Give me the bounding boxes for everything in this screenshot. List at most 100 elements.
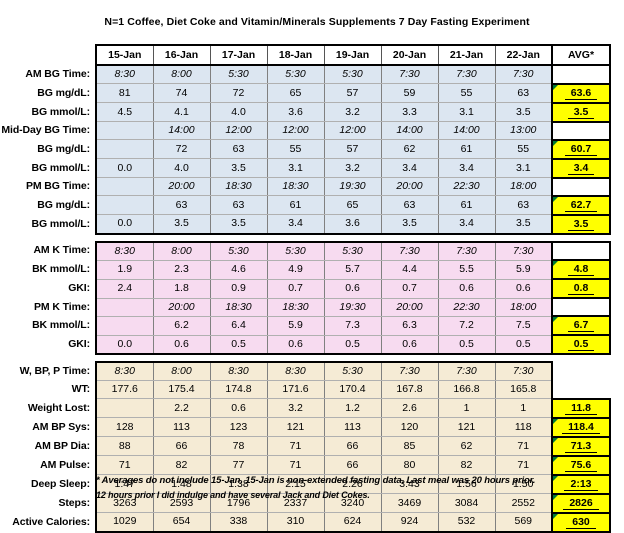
data-cell[interactable]: 71: [494, 455, 553, 475]
data-cell[interactable]: 63: [209, 195, 268, 215]
data-cell[interactable]: 170.4: [323, 380, 382, 399]
data-cell[interactable]: 0.6: [437, 278, 496, 299]
data-cell[interactable]: 78: [209, 436, 268, 456]
data-cell[interactable]: [95, 177, 154, 196]
avg-cell[interactable]: 0.5: [551, 334, 611, 355]
data-cell[interactable]: 166.8: [437, 380, 496, 399]
data-cell[interactable]: 0.6: [323, 278, 382, 299]
data-cell[interactable]: 71: [95, 455, 154, 475]
data-cell[interactable]: 63: [494, 195, 553, 215]
data-cell[interactable]: 19:30: [323, 297, 382, 317]
data-cell[interactable]: 4.1: [152, 102, 211, 122]
data-cell[interactable]: 7.3: [323, 315, 382, 336]
data-cell[interactable]: 13:00: [494, 121, 553, 140]
data-cell[interactable]: 2.6: [380, 398, 439, 418]
data-cell[interactable]: 0.5: [323, 334, 382, 355]
data-cell[interactable]: 175.4: [152, 380, 211, 399]
data-cell[interactable]: 7:30: [380, 64, 439, 84]
avg-cell[interactable]: 2:13: [551, 473, 611, 495]
data-cell[interactable]: 7:30: [494, 361, 553, 381]
data-cell[interactable]: 654: [152, 512, 211, 533]
data-cell[interactable]: [95, 398, 154, 418]
data-cell[interactable]: 57: [323, 83, 382, 103]
data-cell[interactable]: 4.6: [209, 259, 268, 280]
data-cell[interactable]: 3.4: [380, 158, 439, 178]
data-cell[interactable]: 3.3: [380, 102, 439, 122]
data-cell[interactable]: 5:30: [323, 361, 382, 381]
data-cell[interactable]: 5:30: [323, 240, 382, 261]
data-cell[interactable]: 120: [380, 417, 439, 437]
data-cell[interactable]: 81: [95, 83, 154, 103]
data-cell[interactable]: 3.5: [152, 214, 211, 235]
avg-cell[interactable]: 63.6: [551, 82, 611, 104]
data-cell[interactable]: 12:00: [266, 121, 325, 140]
data-cell[interactable]: 8:30: [95, 240, 154, 261]
data-cell[interactable]: 55: [494, 139, 553, 159]
data-cell[interactable]: 77: [209, 455, 268, 475]
data-cell[interactable]: 18:00: [494, 177, 553, 196]
data-cell[interactable]: 569: [494, 512, 553, 533]
avg-cell[interactable]: [551, 176, 611, 197]
data-cell[interactable]: 3.5: [494, 102, 553, 122]
data-cell[interactable]: 5:30: [323, 64, 382, 84]
data-cell[interactable]: 62: [437, 436, 496, 456]
data-cell[interactable]: 3:43: [380, 474, 439, 494]
data-cell[interactable]: 7:30: [437, 361, 496, 381]
data-cell[interactable]: 55: [437, 83, 496, 103]
data-cell[interactable]: 3.2: [323, 158, 382, 178]
data-cell[interactable]: 8:30: [266, 361, 325, 381]
data-cell[interactable]: 3.1: [266, 158, 325, 178]
data-cell[interactable]: 3.6: [266, 102, 325, 122]
data-cell[interactable]: 14:00: [437, 121, 496, 140]
data-cell[interactable]: 532: [437, 512, 496, 533]
avg-cell[interactable]: 118.4: [551, 416, 611, 438]
data-cell[interactable]: 0.9: [209, 278, 268, 299]
data-cell[interactable]: 4.0: [152, 158, 211, 178]
data-cell[interactable]: 20:00: [152, 177, 211, 196]
data-cell[interactable]: 66: [152, 436, 211, 456]
data-cell[interactable]: 22:30: [437, 297, 496, 317]
data-cell[interactable]: 113: [323, 417, 382, 437]
data-cell[interactable]: 82: [152, 455, 211, 475]
data-cell[interactable]: 0.7: [380, 278, 439, 299]
data-cell[interactable]: [95, 121, 154, 140]
data-cell[interactable]: 3.4: [437, 158, 496, 178]
avg-cell[interactable]: 60.7: [551, 138, 611, 160]
data-cell[interactable]: 6.4: [209, 315, 268, 336]
data-cell[interactable]: 7:30: [380, 240, 439, 261]
data-cell[interactable]: 1.8: [152, 278, 211, 299]
data-cell[interactable]: 18:30: [209, 177, 268, 196]
data-cell[interactable]: 2:26: [323, 474, 382, 494]
data-cell[interactable]: 128: [95, 417, 154, 437]
data-cell[interactable]: 3.5: [494, 214, 553, 235]
data-cell[interactable]: 20:00: [380, 177, 439, 196]
avg-cell[interactable]: [552, 362, 610, 381]
avg-cell[interactable]: 75.6: [551, 454, 611, 476]
data-cell[interactable]: 1: [437, 398, 496, 418]
data-cell[interactable]: 5.9: [494, 259, 553, 280]
data-cell[interactable]: 171.6: [266, 380, 325, 399]
data-cell[interactable]: 72: [209, 83, 268, 103]
data-cell[interactable]: 85: [380, 436, 439, 456]
data-cell[interactable]: 0.6: [266, 334, 325, 355]
data-cell[interactable]: 5.7: [323, 259, 382, 280]
data-cell[interactable]: 6.2: [152, 315, 211, 336]
data-cell[interactable]: 12:00: [209, 121, 268, 140]
data-cell[interactable]: 1029: [95, 512, 154, 533]
data-cell[interactable]: 3.1: [494, 158, 553, 178]
data-cell[interactable]: 5:30: [266, 64, 325, 84]
data-cell[interactable]: 3.2: [266, 398, 325, 418]
data-cell[interactable]: 310: [266, 512, 325, 533]
data-cell[interactable]: 65: [323, 195, 382, 215]
data-cell[interactable]: 7:30: [494, 64, 553, 84]
data-cell[interactable]: 924: [380, 512, 439, 533]
data-cell[interactable]: 71: [494, 436, 553, 456]
data-cell[interactable]: 3.6: [323, 214, 382, 235]
data-cell[interactable]: 167.8: [380, 380, 439, 399]
data-cell[interactable]: 0.0: [95, 334, 154, 355]
data-cell[interactable]: 14:00: [152, 121, 211, 140]
data-cell[interactable]: 4.4: [380, 259, 439, 280]
data-cell[interactable]: 14:00: [380, 121, 439, 140]
data-cell[interactable]: 0.5: [209, 334, 268, 355]
data-cell[interactable]: 74: [152, 83, 211, 103]
